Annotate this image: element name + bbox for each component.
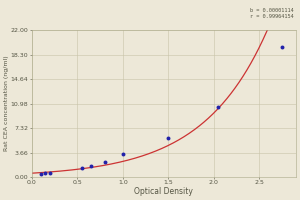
Point: [80, 167, 84, 170]
Point: [43, 172, 48, 175]
Point: [216, 105, 221, 109]
Point: [102, 161, 107, 164]
Point: [38, 172, 43, 175]
Point: [88, 164, 93, 167]
Text: b = 0.00001114
r = 0.99964154: b = 0.00001114 r = 0.99964154: [250, 8, 294, 19]
Point: [166, 137, 171, 140]
X-axis label: Optical Density: Optical Density: [134, 187, 193, 196]
Point: [280, 45, 285, 48]
Y-axis label: Rat CEA concentration (ng/ml): Rat CEA concentration (ng/ml): [4, 56, 9, 151]
Point: [120, 152, 125, 155]
Point: [48, 171, 52, 175]
